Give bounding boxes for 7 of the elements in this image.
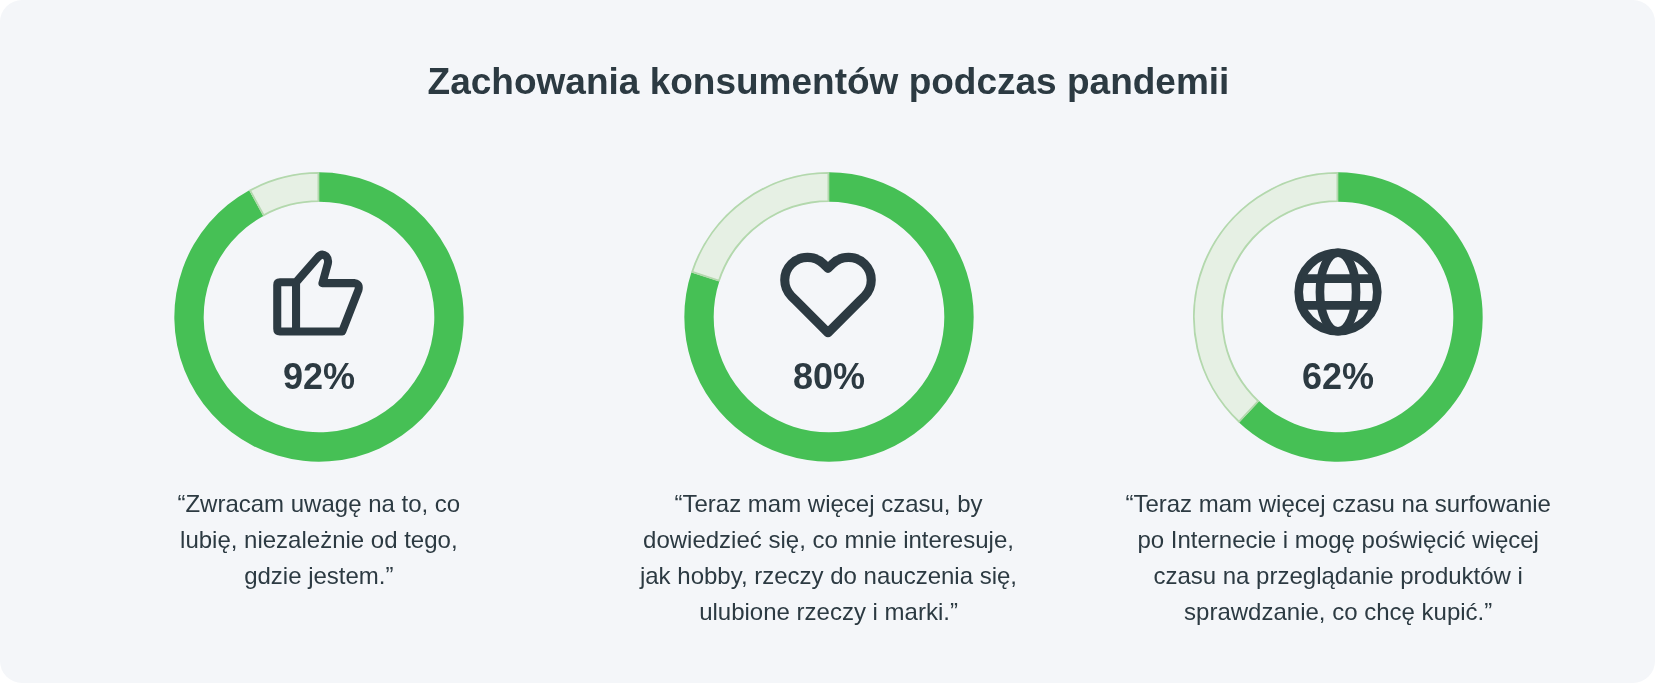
text: “Teraz mam więcej czasu na surfowanie po Internecie i mogę poświęcić więcej czasu na przeglądanie produktów i sprawdzanie, co chcę kupić.” (1124, 489, 1552, 627)
chart-title: Zachowania konsumentów podczas pandemii (427, 61, 1230, 103)
data-label: 80% (792, 355, 865, 397)
text: “Zwracam uwagę na to, co lubię, niezależnie od tego, gdzie jestem.” (176, 489, 462, 591)
data-label: 62% (1302, 355, 1375, 397)
data-label: 92% (282, 355, 355, 397)
text: “Teraz mam więcej czasu, by dowiedzieć się, co mnie interesuje, jak hobby, rzeczy do nauczenia się, ulubione rzeczy i marki.” (638, 489, 1019, 627)
